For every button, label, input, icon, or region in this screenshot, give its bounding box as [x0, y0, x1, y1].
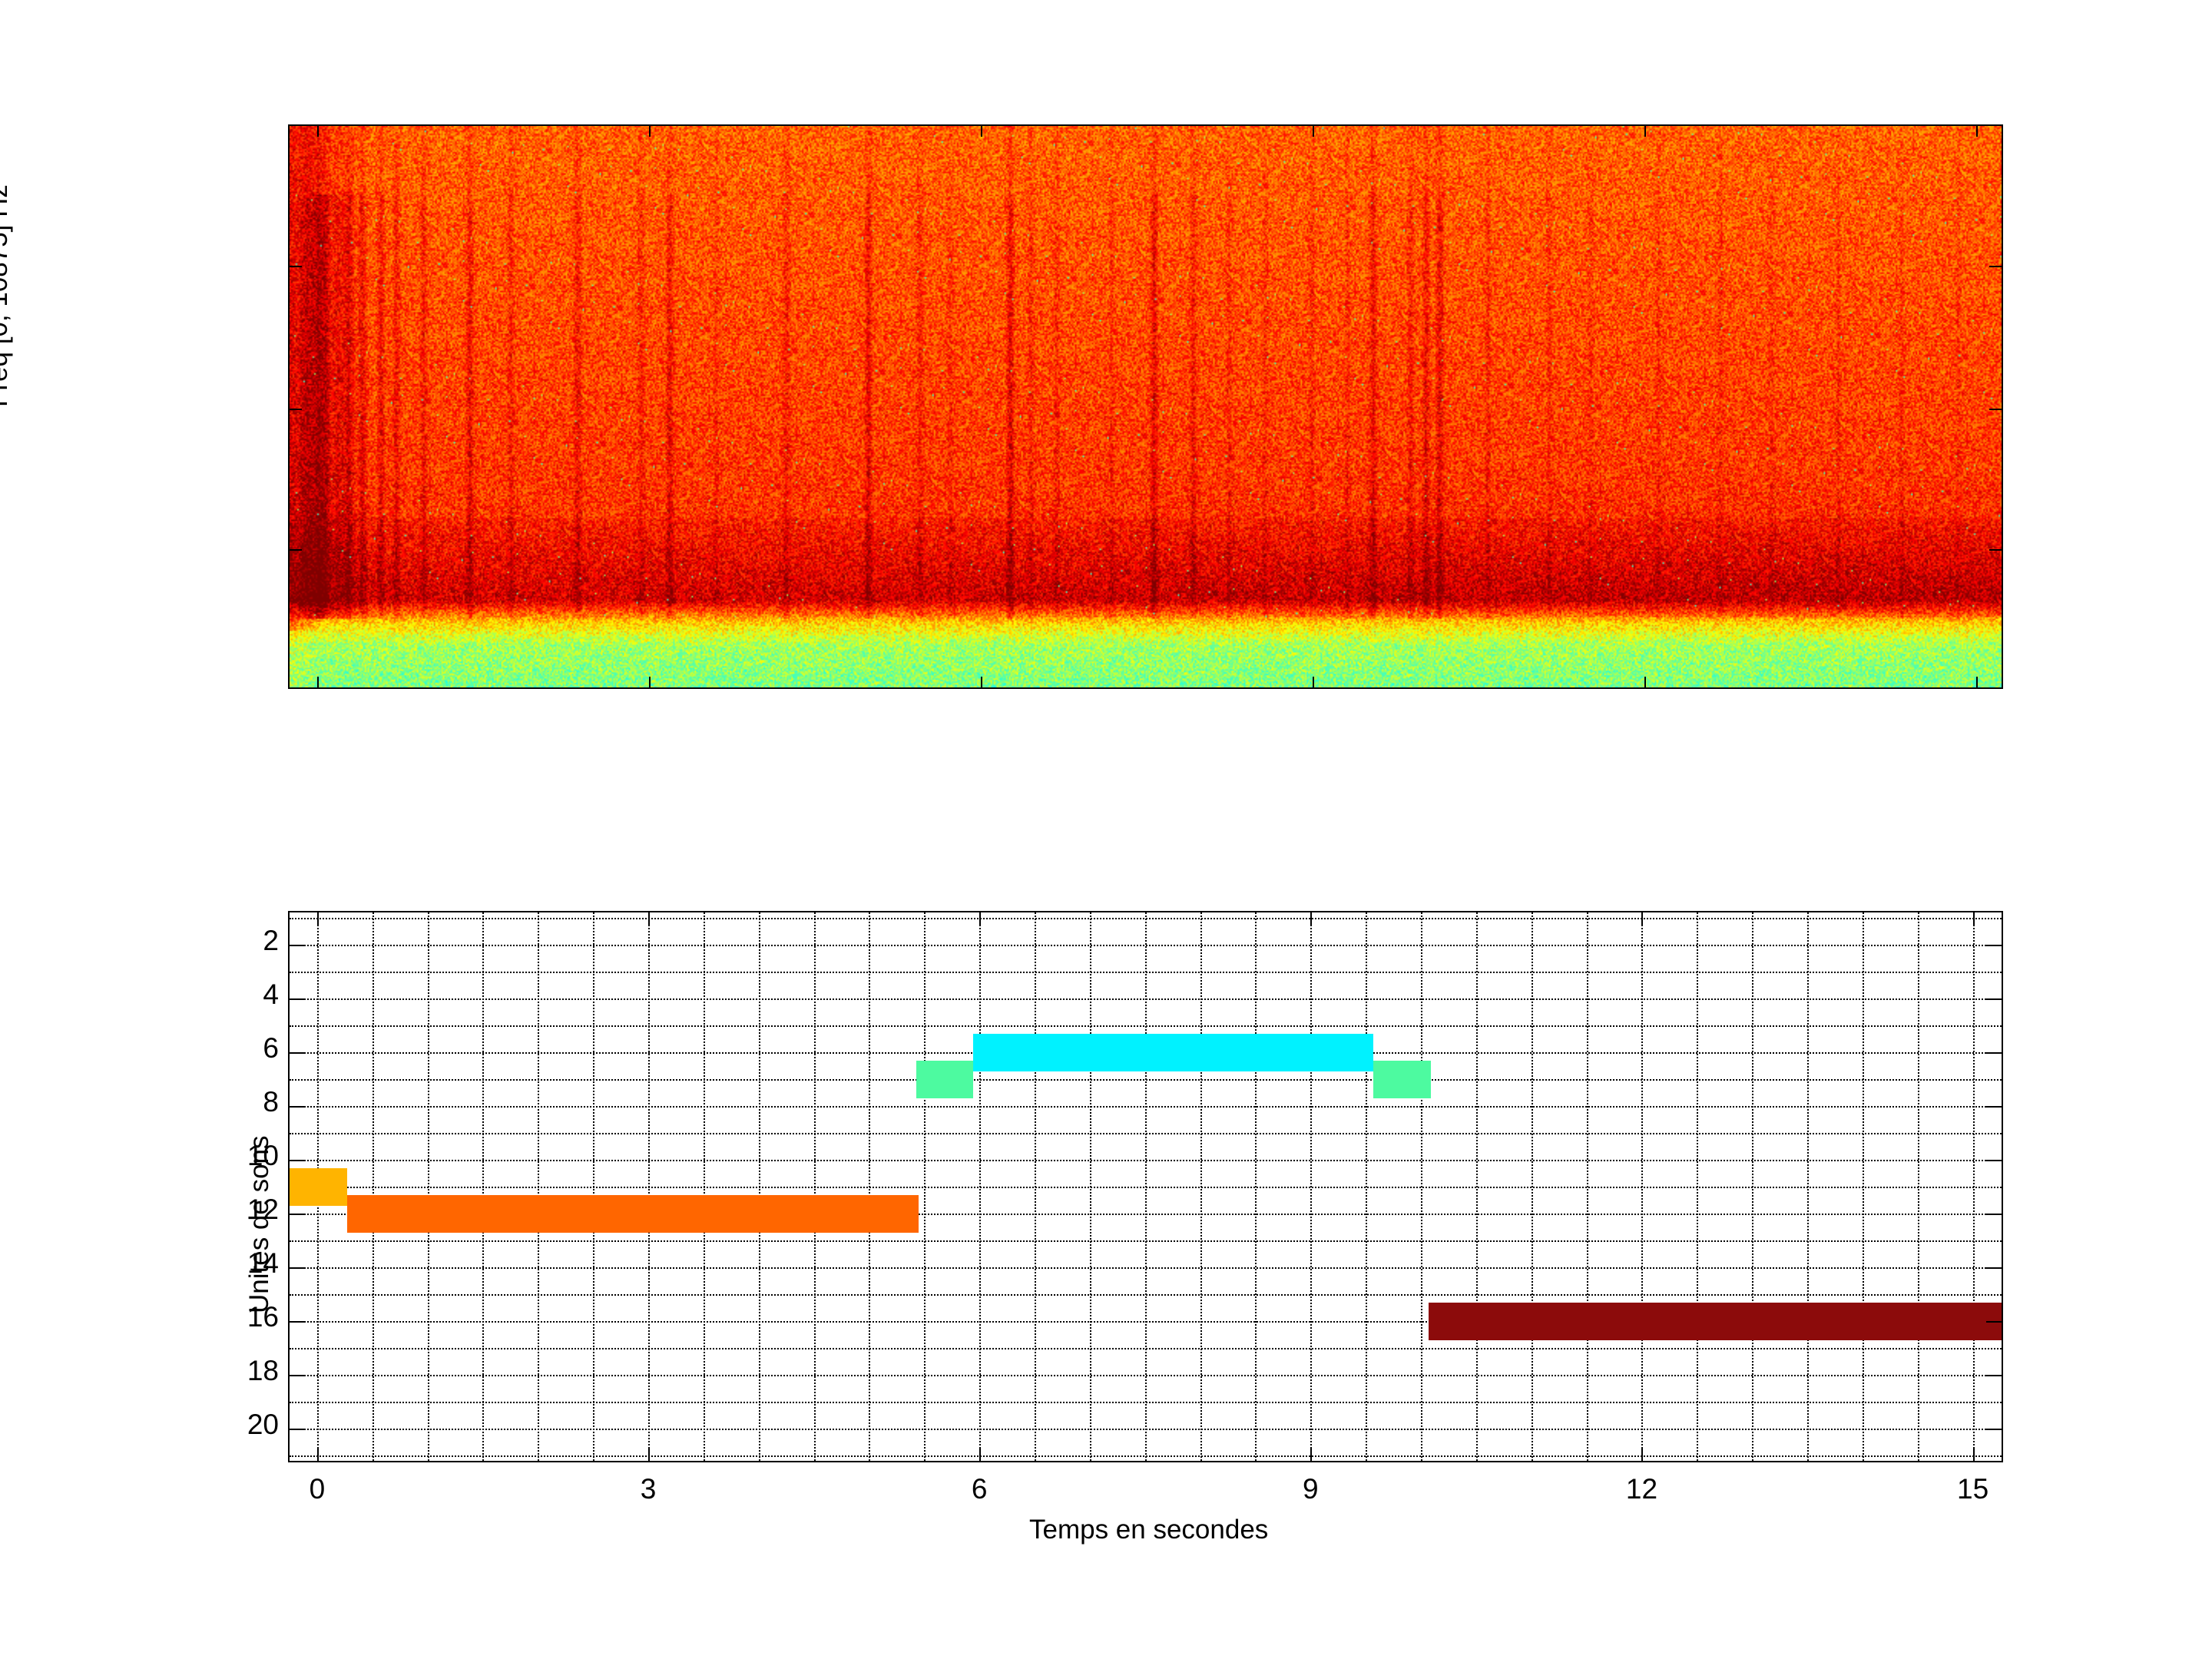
units-plot-ytick [290, 1160, 305, 1161]
units-plot-ytick [290, 1052, 305, 1054]
spectrogram-y-axis-label: Freq [0, 10875] Hz [0, 184, 13, 407]
units-plot-xtick [1310, 912, 1313, 926]
gridline-horizontal [290, 972, 2002, 973]
units-plot-ytick [290, 998, 305, 1000]
units-plot-ytick-label: 16 [247, 1301, 279, 1333]
spectrogram-xtick [1313, 126, 1314, 137]
spectrogram-xtick [317, 126, 319, 137]
spectrogram-xtick [981, 126, 982, 137]
units-plot-ytick [1986, 1429, 2002, 1430]
units-plot-ytick-label: 8 [263, 1086, 279, 1118]
units-plot-ytick [1986, 1321, 2002, 1323]
spectrogram-xtick [1313, 677, 1314, 687]
units-plot-ytick [290, 945, 305, 946]
units-plot-ytick [290, 1321, 305, 1323]
unit-segment-bar [1429, 1302, 2002, 1340]
units-plot-xtick [316, 1447, 319, 1461]
gridline-horizontal [290, 1160, 2002, 1161]
spectrogram-ytick [1989, 266, 2002, 267]
units-plot-xtick-label: 6 [971, 1473, 988, 1505]
units-plot-ytick [290, 1267, 305, 1269]
spectrogram-panel [288, 124, 2003, 689]
spectrogram-xtick [649, 677, 651, 687]
units-plot-ytick-label: 14 [247, 1247, 279, 1279]
gridline-horizontal [290, 1079, 2002, 1081]
spectrogram-ytick [290, 549, 302, 551]
gridline-horizontal [290, 1240, 2002, 1242]
units-plot-ytick [1986, 1106, 2002, 1108]
units-plot-xtick [1972, 1447, 1975, 1461]
units-plot-ytick-label: 6 [263, 1032, 279, 1064]
spectrogram-xtick [1644, 677, 1646, 687]
gridline-horizontal [290, 1375, 2002, 1376]
gridline-horizontal [290, 1187, 2002, 1188]
units-plot-ytick-label: 10 [247, 1140, 279, 1171]
unit-segment-bar [346, 1194, 919, 1233]
spectrogram-xtick [317, 677, 319, 687]
units-plot-ytick [1986, 998, 2002, 1000]
gridline-horizontal [290, 1402, 2002, 1403]
units-plot-xtick [648, 1447, 651, 1461]
gridline-horizontal [290, 1267, 2002, 1269]
units-plot-ytick [1986, 1052, 2002, 1054]
units-plot-ytick [290, 1214, 305, 1215]
units-plot-xtick-label: 9 [1303, 1473, 1319, 1505]
units-plot-ytick-label: 4 [263, 979, 279, 1010]
gridline-horizontal [290, 1429, 2002, 1430]
units-plot-xtick [648, 912, 651, 926]
unit-segment-bar [290, 1167, 347, 1206]
units-plot-ytick-label: 20 [247, 1409, 279, 1440]
units-plot-xtick [1972, 912, 1975, 926]
units-plot-ytick-label: 12 [247, 1194, 279, 1225]
gridline-horizontal [290, 1106, 2002, 1108]
gridline-horizontal [290, 998, 2002, 1000]
spectrogram-image [290, 126, 2002, 687]
units-plot-x-axis-label: Temps en secondes [1029, 1515, 1269, 1545]
gridline-horizontal [290, 1294, 2002, 1296]
units-plot-xtick [1641, 912, 1644, 926]
units-plot-ytick [1986, 1375, 2002, 1376]
spectrogram-ytick [1989, 549, 2002, 551]
gridline-horizontal [290, 945, 2002, 946]
gridline-horizontal [290, 1025, 2002, 1027]
gridline-horizontal [290, 1348, 2002, 1349]
units-plot-xtick-label: 3 [640, 1473, 657, 1505]
spectrogram-ytick [290, 266, 302, 267]
spectrogram-xtick [1644, 126, 1646, 137]
units-plot-ytick [290, 1375, 305, 1376]
units-plot-ytick [1986, 1267, 2002, 1269]
spectrogram-xtick [1976, 677, 1978, 687]
units-plot-ytick-label: 18 [247, 1355, 279, 1386]
gridline-horizontal [290, 1133, 2002, 1134]
spectrogram-ytick [1989, 409, 2002, 410]
unit-segment-bar [1373, 1060, 1431, 1098]
gridline-horizontal [290, 1214, 2002, 1215]
gridline-horizontal [290, 918, 2002, 919]
units-plot-xtick-label: 15 [1957, 1473, 1989, 1505]
units-plot-xtick-label: 0 [309, 1473, 326, 1505]
units-plot-xtick [979, 1447, 982, 1461]
units-plot-xtick [316, 912, 319, 926]
spectrogram-xtick [981, 677, 982, 687]
units-plot-ytick [1986, 1214, 2002, 1215]
gridline-horizontal [290, 1321, 2002, 1323]
spectrogram-ytick [290, 409, 302, 410]
units-plot-panel [288, 911, 2003, 1462]
units-plot-xtick [979, 912, 982, 926]
units-plot-ytick [290, 1106, 305, 1108]
gridline-horizontal [290, 1455, 2002, 1457]
unit-segment-bar [916, 1060, 973, 1098]
unit-segment-bar [972, 1033, 1374, 1071]
units-plot-xtick [1641, 1447, 1644, 1461]
units-plot-ytick-label: 2 [263, 925, 279, 956]
spectrogram-xtick [1976, 126, 1978, 137]
spectrogram-xtick [649, 126, 651, 137]
units-plot-ytick [1986, 1160, 2002, 1161]
units-plot-xtick-label: 12 [1625, 1473, 1658, 1505]
units-plot-xtick [1310, 1447, 1313, 1461]
units-plot-ytick [290, 1429, 305, 1430]
units-plot-ytick [1986, 945, 2002, 946]
